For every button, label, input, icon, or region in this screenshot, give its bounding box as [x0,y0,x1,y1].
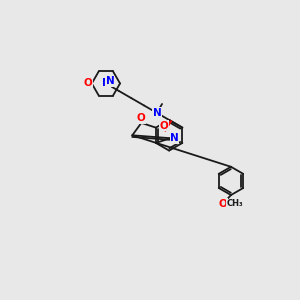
Text: N: N [106,76,114,86]
Text: N: N [170,133,179,143]
Text: CH₃: CH₃ [226,200,243,208]
Text: N: N [101,79,110,88]
Text: O: O [160,121,168,131]
Text: N: N [152,108,161,118]
Text: O: O [137,113,146,124]
Text: O: O [83,79,92,88]
Text: O: O [218,199,227,209]
